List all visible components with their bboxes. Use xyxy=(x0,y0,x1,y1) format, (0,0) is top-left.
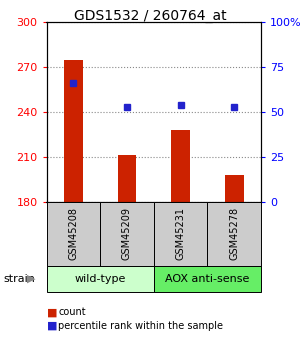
Text: ■: ■ xyxy=(46,321,57,331)
Text: GDS1532 / 260764_at: GDS1532 / 260764_at xyxy=(74,9,226,23)
Bar xyxy=(225,175,244,202)
Text: ▶: ▶ xyxy=(27,274,36,284)
Text: AOX anti-sense: AOX anti-sense xyxy=(165,274,250,284)
Bar xyxy=(46,266,154,292)
Text: count: count xyxy=(58,307,86,317)
Text: percentile rank within the sample: percentile rank within the sample xyxy=(58,321,224,331)
Bar xyxy=(46,202,100,266)
Bar xyxy=(171,130,190,202)
Bar xyxy=(64,60,83,202)
Text: wild-type: wild-type xyxy=(74,274,126,284)
Text: GSM45278: GSM45278 xyxy=(229,207,239,260)
Text: GSM45231: GSM45231 xyxy=(176,207,186,260)
Bar xyxy=(100,202,154,266)
Text: GSM45208: GSM45208 xyxy=(68,207,78,260)
Bar xyxy=(118,156,136,202)
Text: ■: ■ xyxy=(46,307,57,317)
Bar xyxy=(207,202,261,266)
Text: GSM45209: GSM45209 xyxy=(122,207,132,260)
Bar xyxy=(154,266,261,292)
Text: strain: strain xyxy=(3,274,35,284)
Bar xyxy=(154,202,207,266)
